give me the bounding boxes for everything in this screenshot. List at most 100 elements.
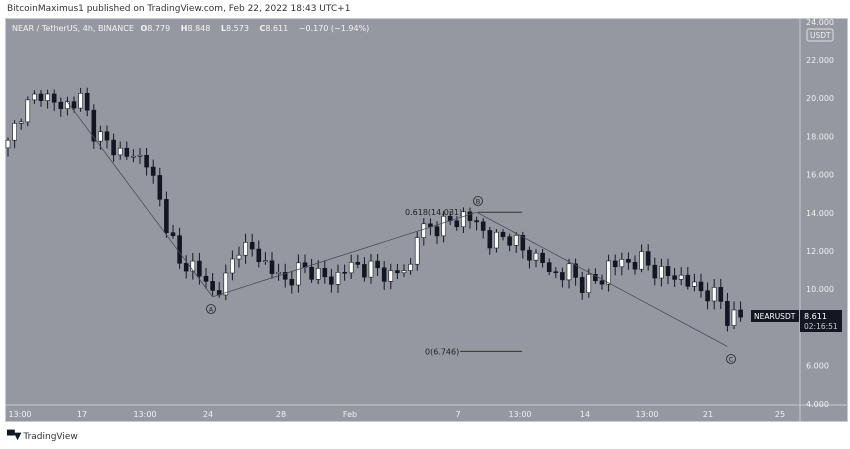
candle-bullish — [414, 237, 420, 265]
candle-bearish — [540, 252, 545, 263]
candle-bearish — [632, 262, 638, 270]
candle-bearish — [698, 281, 704, 292]
candle-bullish — [223, 272, 229, 296]
candle-bearish — [381, 267, 387, 282]
candle-bullish — [5, 139, 11, 149]
candle-bearish — [91, 109, 97, 142]
fib-618-label: 0.618(14.031) — [405, 208, 462, 217]
candle-bullish — [98, 131, 103, 142]
price-tick: 10.000 — [806, 285, 834, 294]
candle-bearish — [652, 264, 658, 279]
candle-bullish — [190, 260, 196, 272]
open-value: 8.779 — [147, 24, 171, 33]
candle-bearish — [553, 271, 559, 274]
candle-bearish — [164, 199, 169, 233]
symbol-tag — [751, 310, 799, 322]
wave-a-label: A — [209, 306, 214, 314]
time-tick: 17 — [77, 410, 87, 419]
candle-bullish — [639, 251, 644, 270]
candle-bearish — [645, 251, 651, 266]
candle-bullish — [296, 262, 301, 286]
candle-bearish — [375, 260, 380, 269]
candle-bearish — [474, 220, 479, 223]
candle-bullish — [276, 271, 281, 274]
wave-trendline — [476, 211, 728, 347]
candle-bearish — [718, 287, 724, 302]
tradingview-label: TradingView — [23, 431, 78, 442]
candle-bearish — [573, 263, 578, 278]
candle-bullish — [368, 260, 374, 278]
candle-bullish — [731, 309, 737, 326]
candle-bullish — [117, 147, 123, 156]
candle-bearish — [157, 175, 163, 200]
low-label: L — [220, 24, 226, 33]
candle-bearish — [560, 272, 565, 281]
candle-bullish — [619, 259, 625, 268]
candle-bullish — [388, 270, 394, 282]
price-tick: 18.000 — [806, 132, 834, 141]
tradingview-logo-icon: ▀▼ — [7, 431, 21, 442]
candle-bearish — [84, 93, 90, 111]
candle-bearish — [111, 139, 116, 156]
tradingview-branding[interactable]: ▀▼ TradingView — [7, 431, 78, 442]
symbol-title[interactable]: NEAR / TetherUS, 4h, BINANCE — [12, 24, 134, 33]
candle-bullish — [230, 258, 235, 274]
candle-bearish — [599, 280, 605, 285]
candle-bullish — [606, 260, 611, 285]
candle-bearish — [527, 249, 532, 261]
candle-bullish — [401, 270, 407, 274]
candle-bearish — [612, 260, 618, 268]
candle-bearish — [210, 281, 215, 291]
candle-bearish — [104, 131, 110, 141]
candle-bearish — [38, 93, 44, 101]
wave-a-circle — [206, 304, 216, 314]
candle-bullish — [441, 215, 446, 237]
candle-bearish — [362, 264, 367, 278]
currency-badge — [806, 28, 834, 42]
candle-bearish — [738, 309, 743, 318]
time-tick: 25 — [775, 410, 785, 419]
high-label: H — [180, 24, 188, 33]
candle-bearish — [58, 101, 64, 110]
candle-bullish — [494, 231, 499, 249]
candle-bullish — [348, 262, 354, 274]
currency-label: USDT — [810, 31, 831, 40]
candle-bearish — [725, 301, 730, 326]
candle-bullish — [131, 155, 136, 158]
price-tick: 22.000 — [806, 56, 834, 65]
candle-bullish — [513, 234, 519, 246]
publish-info: BitcoinMaximus1 published on TradingView… — [7, 4, 351, 14]
wave-b-label: B — [476, 198, 480, 206]
candle-bearish — [249, 242, 255, 250]
candle-bearish — [507, 236, 512, 246]
price-tick: 6.000 — [806, 362, 829, 371]
symbol-legend: NEAR / TetherUS, 4h, BINANCE O8.779 H8.8… — [12, 24, 373, 33]
wave-c-circle — [726, 354, 736, 364]
candle-bearish — [289, 279, 295, 286]
candle-bullish — [25, 99, 31, 123]
candle-bearish — [520, 234, 526, 251]
last-price-badge — [800, 310, 842, 332]
candle-bearish — [342, 272, 347, 274]
chart-frame[interactable] — [5, 18, 848, 422]
candle-bearish — [355, 262, 361, 265]
time-tick: 13:00 — [8, 410, 31, 419]
time-tick: 21 — [703, 410, 713, 419]
fib-0-label: 0(6.746) — [425, 347, 459, 356]
candle-bullish — [408, 263, 413, 271]
candle-bullish — [12, 123, 17, 141]
candle-bullish — [78, 93, 83, 109]
candle-bullish — [32, 93, 37, 101]
candle-bullish — [315, 268, 321, 280]
candle-bearish — [665, 266, 671, 277]
close-value: 8.611 — [265, 24, 289, 33]
time-tick: 28 — [276, 410, 286, 419]
candle-bullish — [566, 263, 572, 281]
candle-bullish — [243, 242, 248, 256]
candle-bearish — [434, 226, 440, 237]
candle-bullish — [421, 223, 427, 238]
candle-bearish — [454, 220, 460, 228]
candle-bullish — [18, 121, 24, 124]
candle-bearish — [322, 268, 328, 278]
